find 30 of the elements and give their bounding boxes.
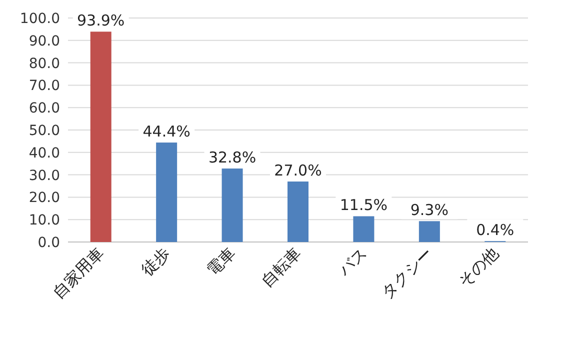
y-tick-label: 90.0 <box>28 33 60 50</box>
bar <box>156 142 178 242</box>
data-label: 44.4% <box>142 122 190 141</box>
y-tick-label: 80.0 <box>28 56 60 72</box>
data-label: 32.8% <box>208 148 256 167</box>
bar <box>353 216 374 242</box>
y-tick-label: 60.0 <box>28 100 60 117</box>
x-tick-label: タクシー <box>378 243 436 302</box>
x-tick-label: バス <box>334 243 371 280</box>
x-tick-label: その他 <box>454 243 502 291</box>
bar <box>418 221 440 242</box>
data-label: 9.3% <box>410 201 448 220</box>
y-tick-label: 70.0 <box>28 78 60 94</box>
bar <box>288 182 308 242</box>
x-tick-label: 徒歩 <box>137 243 174 280</box>
y-tick-label: 10.0 <box>28 212 60 229</box>
x-tick-label: 自転車 <box>257 243 305 291</box>
bar <box>222 168 243 242</box>
data-label: 93.9% <box>77 12 125 30</box>
y-tick-label: 40.0 <box>28 145 60 162</box>
y-tick-label: 30.0 <box>28 168 60 184</box>
data-label: 0.4% <box>476 221 514 240</box>
y-tick-label: 50.0 <box>28 123 60 139</box>
x-tick-label: 電車 <box>203 243 240 280</box>
bar <box>90 32 112 242</box>
y-tick-label: 20.0 <box>28 190 60 206</box>
y-tick-label: 100.0 <box>20 11 60 27</box>
data-label: 11.5% <box>340 196 388 214</box>
data-label: 27.0% <box>274 162 322 180</box>
y-tick-label: 0.0 <box>38 235 60 251</box>
